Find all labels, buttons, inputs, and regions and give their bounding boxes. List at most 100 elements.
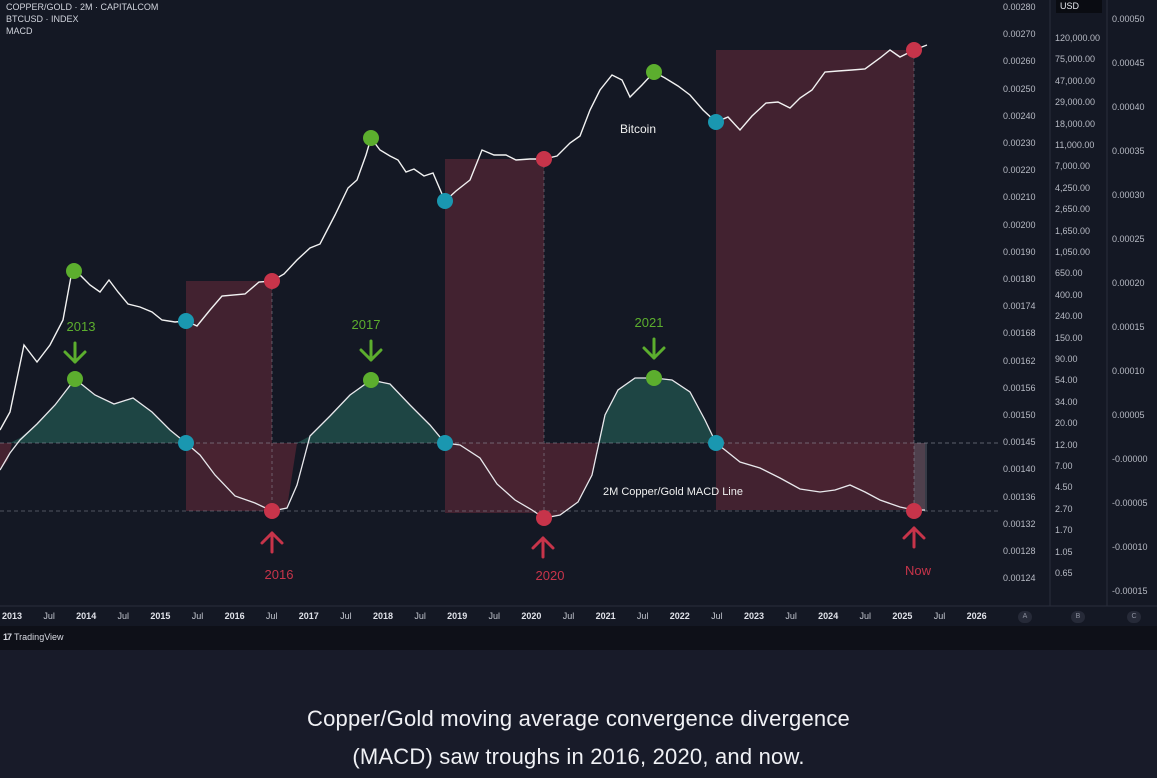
trough-marker-2020-macd[interactable] [536,510,552,526]
price-tick-a: 0.00124 [1003,573,1036,584]
peak-marker-2017-btc[interactable] [363,130,379,146]
time-tick: 2016 [224,611,245,621]
time-tick: Jul [340,611,352,621]
peak-marker-2021-macd[interactable] [646,370,662,386]
price-tick-c: 0.00025 [1112,234,1145,244]
time-tick: 2018 [372,611,394,621]
price-tick-b: 75,000.00 [1055,54,1096,65]
time-tick: Jul [711,611,723,621]
up-arrow-icon [531,536,555,559]
price-tick-a: 0.00140 [1003,464,1036,475]
price-tick-b: 240.00 [1055,311,1083,322]
cross-marker-2022-macd[interactable] [708,435,724,451]
down-arrow-icon [642,337,666,360]
chart-legend: COPPER/GOLD · 2M · CAPITALCOM BTCUSD · I… [6,1,158,37]
price-tick-c: -0.00000 [1112,454,1148,464]
scale-toggle-button[interactable]: A [1018,611,1032,623]
figure-caption: Copper/Gold moving average convergence d… [0,700,1157,776]
tradingview-logo[interactable]: 17 TradingView [3,632,64,642]
price-tick-b: 150.00 [1055,332,1083,343]
peak-label-2017: 2017 [352,317,381,332]
tradingview-logo-text: TradingView [14,632,64,642]
time-tick: Jul [488,611,501,621]
price-tick-b: 0.65 [1055,568,1073,578]
time-axis[interactable]: 2013 Jul 2014 Jul 2015 Jul 2016 Jul 2017 Jul 2018 J… [0,606,1000,626]
bitcoin-series-label: Bitcoin [620,122,656,136]
price-tick-b: 90.00 [1055,354,1078,364]
macd-line[interactable] [0,377,925,519]
legend-indicator-macd[interactable]: MACD [6,26,33,36]
trough-marker-now-macd[interactable] [906,503,922,519]
price-tick-a: 0.00150 [1003,410,1036,420]
price-tick-c: -0.00005 [1112,498,1148,508]
time-tick: 2024 [818,611,839,621]
down-arrow-icon [63,341,87,364]
trough-marker-now-btc[interactable] [906,42,922,58]
price-tick-b: 1.05 [1055,546,1073,557]
price-tick-c: 0.00050 [1112,14,1145,24]
price-tick-b: 1,650.00 [1055,225,1091,236]
price-tick-c: -0.00015 [1112,586,1148,596]
peak-marker-2017-macd[interactable] [363,372,379,388]
up-arrow-icon [260,531,284,554]
price-tick-a: 0.00240 [1003,110,1036,121]
time-tick: 2015 [150,611,171,621]
price-tick-b: 7.00 [1055,461,1073,471]
time-tick: Jul [191,611,204,621]
macd-bear-fill-3 [445,443,598,518]
price-tick-c: 0.00040 [1112,102,1145,112]
peak-label-2013: 2013 [67,319,96,334]
time-tick: Jul [117,611,130,621]
time-tick: 2019 [447,611,468,621]
price-tick-a: 0.00168 [1003,328,1036,339]
scale-toggle-button[interactable]: C [1127,611,1141,623]
macd-bull-fill-3 [598,378,716,443]
price-tick-c: 0.00045 [1112,58,1145,68]
price-tick-a: 0.00280 [1003,2,1036,12]
time-tick: Jul [933,611,946,621]
cross-marker-2018-macd[interactable] [437,435,453,451]
time-tick: 2023 [743,611,765,621]
price-tick-a: 0.00260 [1003,56,1036,67]
price-tick-c: 0.00020 [1112,278,1145,288]
price-tick-a: 0.00162 [1003,355,1036,366]
macd-series-label: 2M Copper/Gold MACD Line [603,486,743,498]
price-tick-c: -0.00010 [1112,542,1148,552]
price-axis-b[interactable]: 120,000.00 75,000.00 47,000.00 29,000.00 18,… [1055,0,1107,605]
trough-marker-2020-btc[interactable] [536,151,552,167]
price-tick-b: 11,000.00 [1055,140,1095,150]
time-tick: Jul [265,611,278,621]
price-tick-c: 0.00005 [1112,410,1145,420]
peak-marker-2013-macd[interactable] [67,371,83,387]
price-axis-c[interactable]: 0.00050 0.00045 0.00040 0.00035 0.00030 0.000… [1112,0,1157,605]
chart-plot[interactable]: 2013 2017 2021 2016 2020 Now Bitcoin 2M … [0,0,1157,650]
currency-badge: USD [1056,0,1102,13]
cross-marker-2015-macd[interactable] [178,435,194,451]
legend-symbol-btcusd[interactable]: BTCUSD · INDEX [6,14,79,24]
legend-symbol-copper-gold[interactable]: COPPER/GOLD · 2M · CAPITALCOM [6,2,159,12]
price-tick-a: 0.00174 [1003,301,1036,312]
price-tick-b: 1.70 [1055,525,1073,536]
time-tick: 2022 [669,611,690,621]
time-tick: Jul [43,611,55,621]
cross-marker-2018-btc[interactable] [437,193,453,209]
price-tick-b: 7,000.00 [1055,161,1091,172]
price-tick-b: 400.00 [1055,289,1083,300]
tradingview-mark-icon: 17 [3,632,12,642]
time-tick: 2020 [521,611,542,621]
up-arrow-icon [902,526,926,549]
scale-toggle-button[interactable]: B [1071,611,1085,623]
price-tick-b: 4,250.00 [1055,182,1091,193]
trough-marker-2016-macd[interactable] [264,503,280,519]
peak-marker-2013-btc[interactable] [66,263,82,279]
macd-bull-fill-2 [297,380,445,443]
time-tick: Jul [414,611,426,621]
time-tick: Jul [859,611,872,621]
macd-bull-fill-1 [2,379,186,443]
price-tick-a: 0.00145 [1003,437,1036,448]
cross-marker-2022-btc[interactable] [708,114,724,130]
price-axis-a[interactable]: 0.00280 0.00270 0.00260 0.00250 0.00240 0.002… [1003,0,1049,605]
trough-marker-2016-btc[interactable] [264,273,280,289]
cross-marker-2015-btc[interactable] [178,313,194,329]
peak-marker-2021-btc[interactable] [646,64,662,80]
